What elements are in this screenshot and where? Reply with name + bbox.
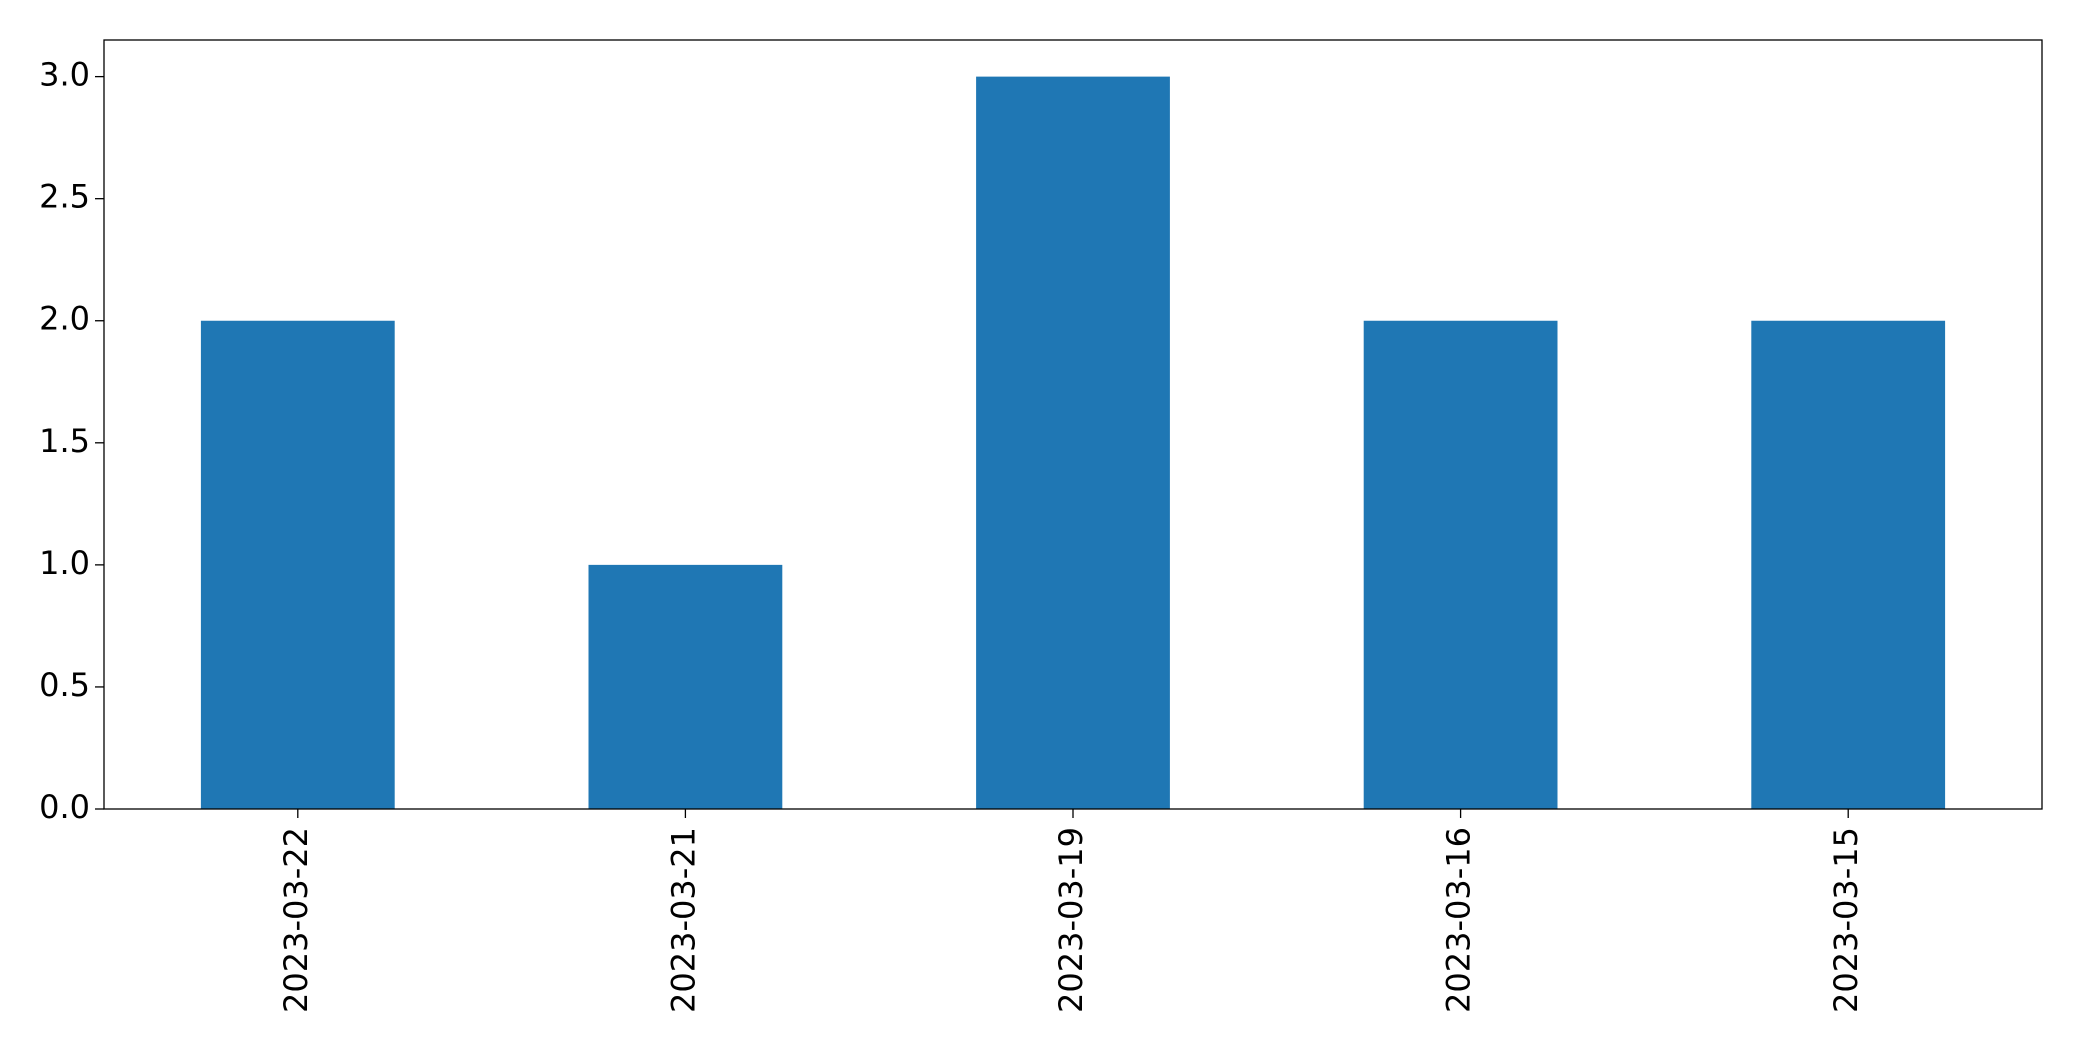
bar <box>1751 320 1946 809</box>
x-tick-label: 2023-03-21 <box>664 827 702 1013</box>
bar <box>1363 320 1558 809</box>
x-tick-label: 2023-03-15 <box>1827 827 1865 1013</box>
bar <box>976 76 1170 810</box>
y-tick-label: 0.0 <box>39 788 90 826</box>
y-tick-label: 2.5 <box>39 178 90 216</box>
y-tick-label: 3.0 <box>39 56 90 94</box>
x-tick-label: 2023-03-22 <box>277 827 315 1013</box>
x-tick-label: 2023-03-19 <box>1052 827 1090 1013</box>
y-tick-label: 1.5 <box>39 422 90 460</box>
x-tick-label: 2023-03-16 <box>1440 827 1478 1013</box>
y-tick-label: 0.5 <box>39 666 90 704</box>
y-tick-label: 2.0 <box>39 300 90 338</box>
bar <box>200 320 395 809</box>
bar <box>588 564 783 809</box>
plot-frame <box>103 39 2043 810</box>
y-tick-label: 1.0 <box>39 544 90 582</box>
